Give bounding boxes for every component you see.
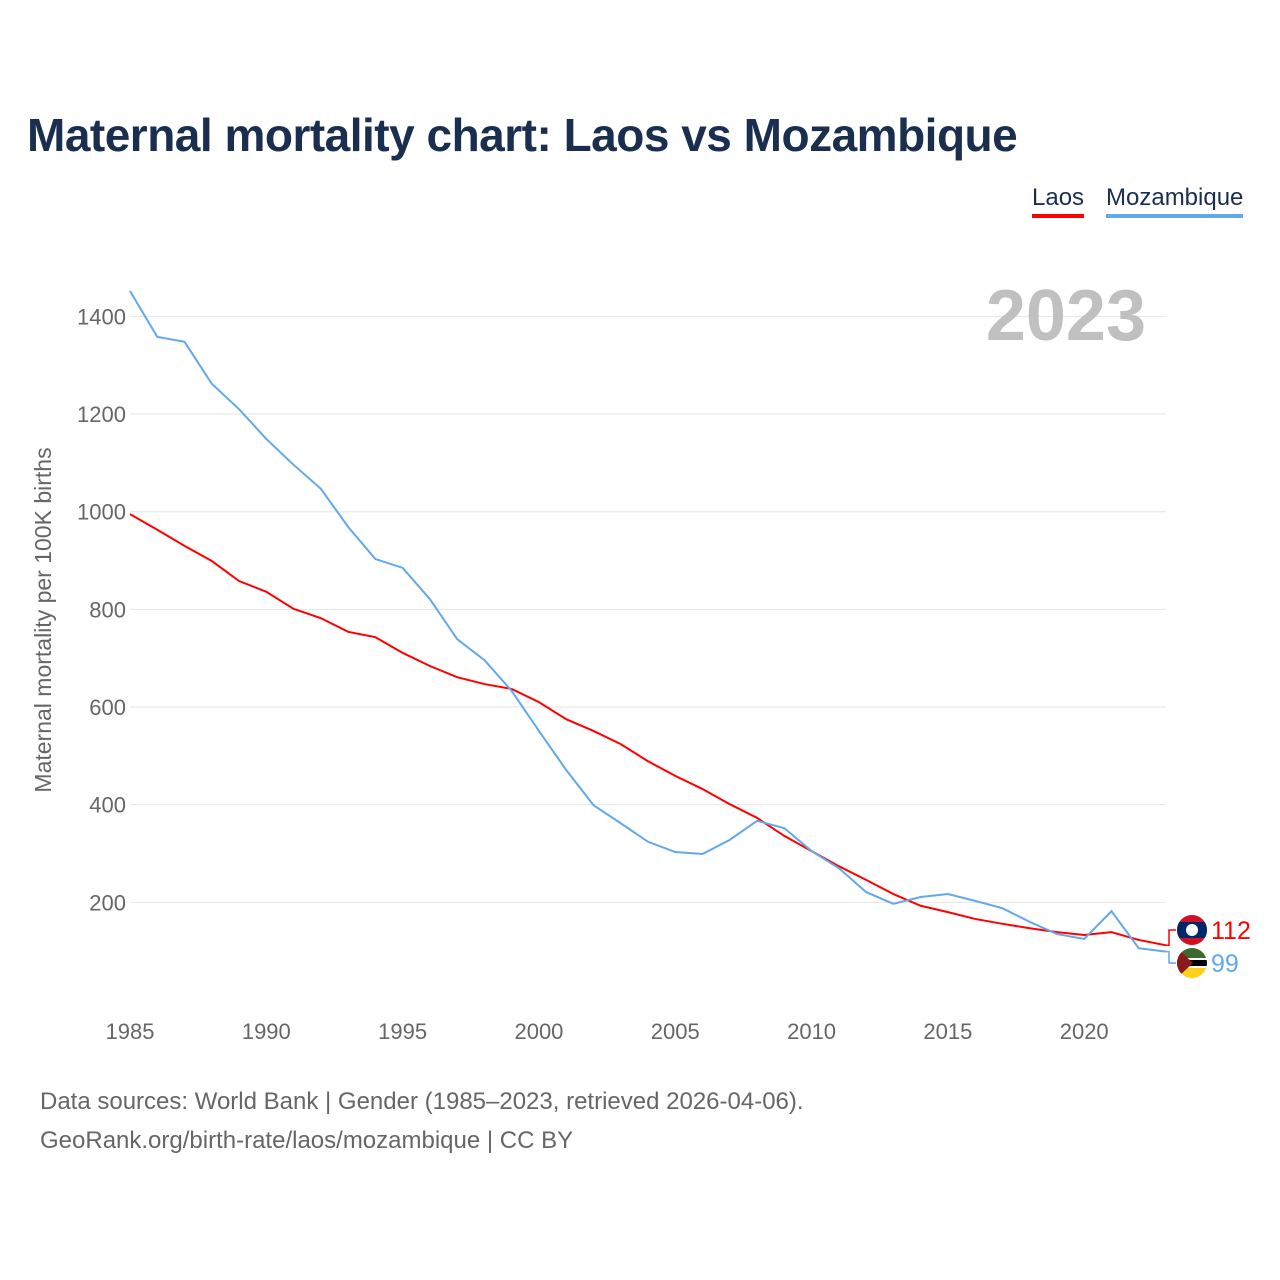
flag-laos-icon: [1177, 915, 1207, 945]
flag-stripe: [1177, 948, 1207, 958]
x-tick-label: 2010: [787, 1019, 836, 1044]
x-tick-label: 2000: [514, 1019, 563, 1044]
flag-body: [1177, 948, 1207, 978]
chart-title: Maternal mortality chart: Laos vs Mozamb…: [27, 109, 1018, 161]
series-line-laos: [129, 513, 1167, 947]
x-tick-label: 2005: [651, 1019, 700, 1044]
flag-body: [1177, 915, 1207, 945]
x-tick-label: 2015: [923, 1019, 972, 1044]
series-line-mozambique: [129, 290, 1167, 953]
flag-disc: [1186, 924, 1198, 936]
y-tick-label: 400: [89, 793, 126, 818]
flag-triangle: [1177, 948, 1193, 978]
x-tick-label: 1990: [242, 1019, 291, 1044]
footer-sources: Data sources: World Bank | Gender (1985–…: [40, 1088, 804, 1115]
end-connector: [1166, 929, 1176, 947]
x-tick-label: 1995: [378, 1019, 427, 1044]
footer-attribution: GeoRank.org/birth-rate/laos/mozambique |…: [40, 1127, 574, 1154]
x-tick-label: 1985: [106, 1019, 155, 1044]
end-connector: [1166, 950, 1176, 964]
y-tick-label: 1000: [77, 500, 126, 525]
end-value-label: 99: [1211, 950, 1239, 978]
y-tick-label: 600: [89, 695, 126, 720]
legend-item-mozambique[interactable]: Mozambique: [1106, 184, 1244, 218]
year-watermark: 2023: [986, 276, 1146, 356]
flag-stripe: [1177, 968, 1207, 978]
y-tick-label: 200: [89, 890, 126, 915]
legend-item-laos[interactable]: Laos: [1032, 184, 1085, 218]
flag-mozambique-icon: [1177, 948, 1207, 978]
end-value-label: 112: [1211, 917, 1251, 945]
y-axis-label: Maternal mortality per 100K births: [30, 447, 56, 792]
y-tick-label: 1200: [77, 402, 126, 427]
y-tick-label: 800: [89, 597, 126, 622]
y-tick-label: 1400: [77, 304, 126, 329]
x-tick-label: 2020: [1060, 1019, 1109, 1044]
